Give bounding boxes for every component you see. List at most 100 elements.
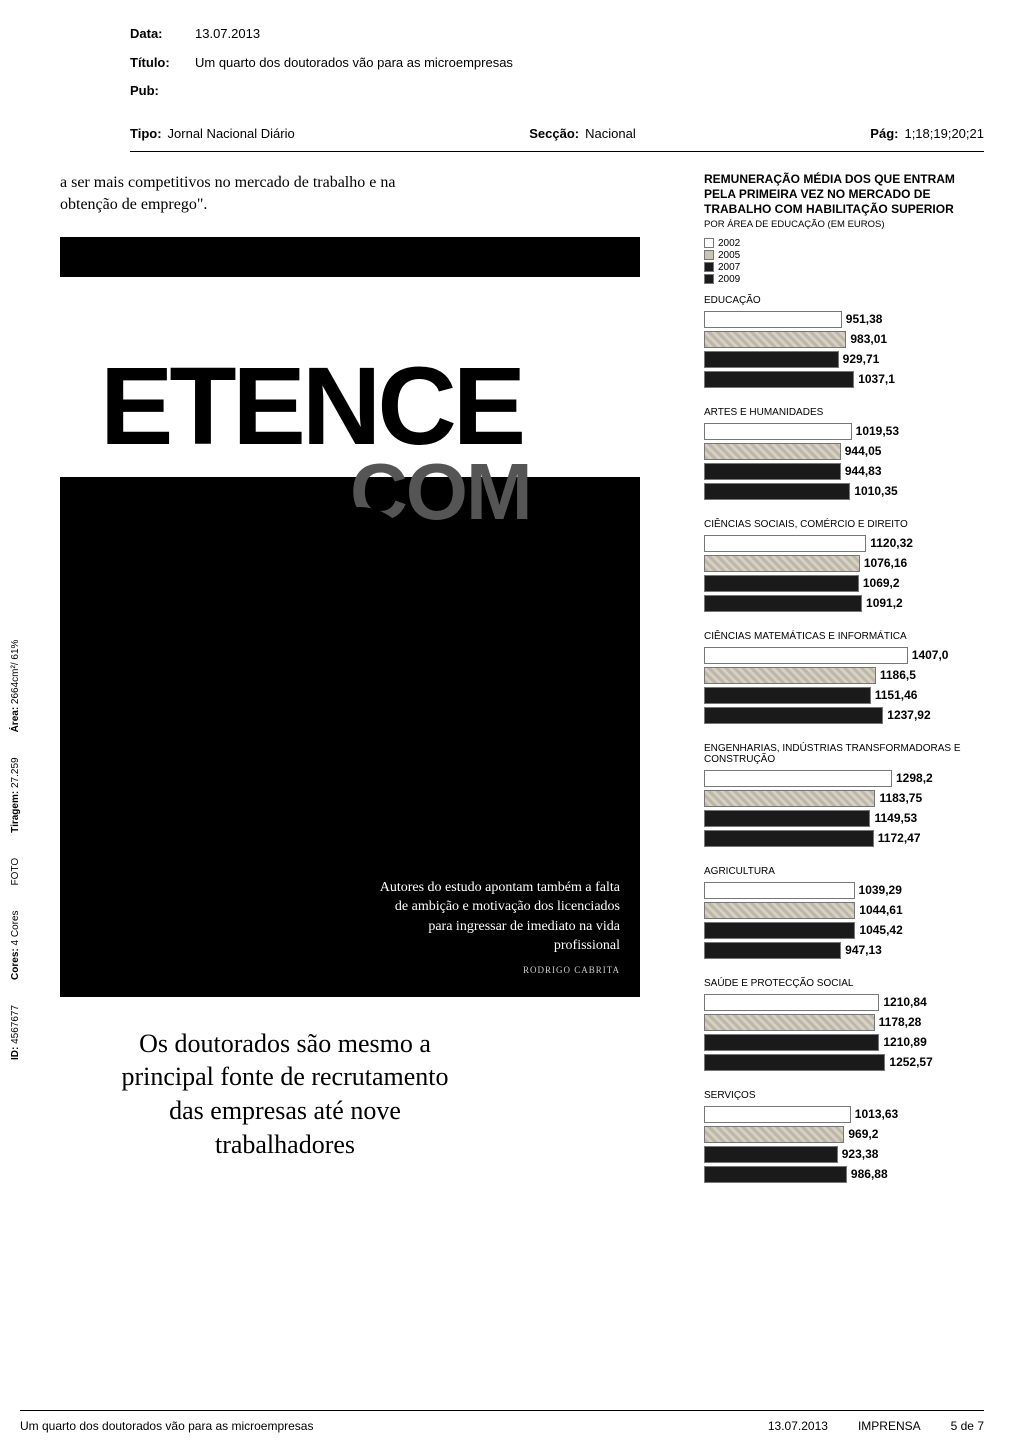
meta-tipo-value: Jornal Nacional Diário [168, 126, 295, 141]
header-line2: Tipo: Jornal Nacional Diário Secção: Nac… [130, 126, 984, 152]
bar-row: 1039,29 [704, 881, 984, 900]
bar-row: 1037,1 [704, 370, 984, 389]
meta-pub-label: Pub: [130, 77, 185, 106]
bar [704, 707, 883, 724]
chart-group: CIÊNCIAS SOCIAIS, COMÉRCIO E DIREITO 1120… [704, 519, 984, 613]
bar [704, 902, 855, 919]
chart-group: SAÚDE E PROTECÇÃO SOCIAL1210,841178,2812… [704, 978, 984, 1072]
meta-data-label: Data: [130, 20, 185, 49]
bar-row: 1045,42 [704, 921, 984, 940]
bar-row: 951,38 [704, 310, 984, 329]
bar-row: 986,88 [704, 1165, 984, 1184]
article-photo: ETENCE COM Autores do estudo apontam tam… [60, 237, 640, 997]
bar-value-label: 1039,29 [859, 883, 902, 897]
bar-row: 923,38 [704, 1145, 984, 1164]
chart-subtitle: POR ÁREA DE EDUCAÇÃO (EM EUROS) [704, 219, 984, 230]
bar-row: 1178,28 [704, 1013, 984, 1032]
footer-page: 5 de 7 [951, 1419, 984, 1433]
bar-value-label: 1149,53 [874, 811, 917, 825]
legend-item: 2009 [704, 274, 984, 285]
meta-data-value: 13.07.2013 [195, 20, 260, 49]
bar-value-label: 1045,42 [859, 923, 902, 937]
bar-value-label: 944,83 [845, 464, 882, 478]
bar-row: 1172,47 [704, 829, 984, 848]
chart-groups: EDUCAÇÃO951,38983,01929,711037,1ARTES E … [704, 295, 984, 1184]
bar-row: 1019,53 [704, 422, 984, 441]
pull-quote: Os doutorados são mesmo a principal font… [120, 1027, 450, 1162]
bar [704, 810, 870, 827]
main-column: a ser mais competitivos no mercado de tr… [40, 172, 684, 1202]
chart-group: CIÊNCIAS MATEMÁTICAS E INFORMÁTICA1407,0… [704, 631, 984, 725]
bar [704, 687, 871, 704]
bar-row: 1298,2 [704, 769, 984, 788]
bar-value-label: 1044,61 [859, 903, 902, 917]
bar-row: 1149,53 [704, 809, 984, 828]
bar-row: 1010,35 [704, 482, 984, 501]
bar-value-label: 929,71 [843, 352, 880, 366]
bar-value-label: 1210,89 [883, 1035, 926, 1049]
bar [704, 443, 841, 460]
bar-row: 1044,61 [704, 901, 984, 920]
chart-group: SERVIÇOS1013,63969,2923,38986,88 [704, 1090, 984, 1184]
legend-item: 2007 [704, 262, 984, 273]
bar [704, 1166, 847, 1183]
bar-value-label: 923,38 [842, 1147, 879, 1161]
chart-title: REMUNERAÇÃO MÉDIA DOS QUE ENTRAM PELA PR… [704, 172, 984, 217]
bar-value-label: 1091,2 [866, 596, 903, 610]
bar [704, 1034, 879, 1051]
bar-value-label: 1076,16 [864, 556, 907, 570]
bar [704, 922, 855, 939]
intro-text: a ser mais competitivos no mercado de tr… [60, 172, 410, 217]
chart-legend: 2002200520072009 [704, 238, 984, 285]
bar-value-label: 1298,2 [896, 771, 933, 785]
bar-value-label: 986,88 [851, 1167, 888, 1181]
bar-value-label: 1186,5 [880, 668, 916, 682]
bar-row: 1186,5 [704, 666, 984, 685]
bar-value-label: 1183,75 [879, 791, 922, 805]
bar-value-label: 1172,47 [878, 831, 921, 845]
bar-value-label: 1013,63 [855, 1107, 898, 1121]
bar-value-label: 1037,1 [858, 372, 895, 386]
bar [704, 331, 846, 348]
bar [704, 882, 855, 899]
photo-caption: Autores do estudo apontam também a falta… [370, 878, 620, 956]
meta-seccao-value: Nacional [585, 126, 636, 141]
bar-value-label: 1010,35 [854, 484, 897, 498]
header-meta: Data: 13.07.2013 Título: Um quarto dos d… [130, 20, 984, 106]
chart-group-title: CIÊNCIAS SOCIAIS, COMÉRCIO E DIREITO [704, 519, 984, 530]
bar-row: 929,71 [704, 350, 984, 369]
bar [704, 1054, 885, 1071]
bar [704, 1106, 851, 1123]
meta-seccao-label: Secção: [529, 126, 579, 141]
bar-value-label: 1019,53 [856, 424, 899, 438]
bar-value-label: 951,38 [846, 312, 883, 326]
chart-group-title: CIÊNCIAS MATEMÁTICAS E INFORMÁTICA [704, 631, 984, 642]
meta-titulo-label: Título: [130, 49, 185, 78]
bar [704, 942, 841, 959]
photo-credit: RODRIGO CABRITA [370, 964, 620, 977]
footer-date: 13.07.2013 [768, 1419, 828, 1433]
bar [704, 463, 841, 480]
bar [704, 667, 876, 684]
bar-value-label: 1178,28 [879, 1015, 922, 1029]
bar [704, 1146, 838, 1163]
bar-value-label: 1252,57 [889, 1055, 932, 1069]
chart-group: ARTES E HUMANIDADES1019,53944,05944,8310… [704, 407, 984, 501]
page-footer: Um quarto dos doutorados vão para as mic… [20, 1410, 984, 1433]
bar [704, 535, 866, 552]
chart-group: EDUCAÇÃO951,38983,01929,711037,1 [704, 295, 984, 389]
bar [704, 830, 874, 847]
bar [704, 423, 852, 440]
bar-value-label: 1120,32 [870, 536, 913, 550]
bar [704, 351, 839, 368]
bar-row: 1237,92 [704, 706, 984, 725]
chart-group-title: ENGENHARIAS, INDÚSTRIAS TRANSFORMADORAS … [704, 743, 984, 765]
bar-row: 1091,2 [704, 594, 984, 613]
bar-value-label: 1237,92 [887, 708, 930, 722]
bar-value-label: 1069,2 [863, 576, 900, 590]
bar [704, 1014, 875, 1031]
bar [704, 595, 862, 612]
chart-column: REMUNERAÇÃO MÉDIA DOS QUE ENTRAM PELA PR… [704, 172, 984, 1202]
bar [704, 575, 859, 592]
bar [704, 994, 879, 1011]
